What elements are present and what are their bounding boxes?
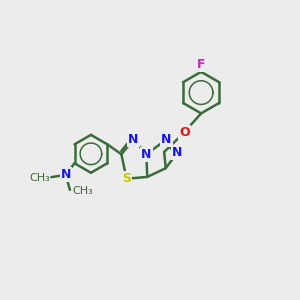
Text: S: S (122, 172, 131, 185)
Text: N: N (141, 148, 152, 161)
Text: N: N (61, 168, 71, 181)
Text: N: N (172, 146, 182, 159)
Text: N: N (161, 133, 172, 146)
Text: F: F (197, 58, 206, 71)
Text: CH₃: CH₃ (73, 186, 93, 196)
Text: CH₃: CH₃ (29, 173, 50, 183)
Text: N: N (128, 133, 139, 146)
Text: O: O (179, 126, 190, 139)
